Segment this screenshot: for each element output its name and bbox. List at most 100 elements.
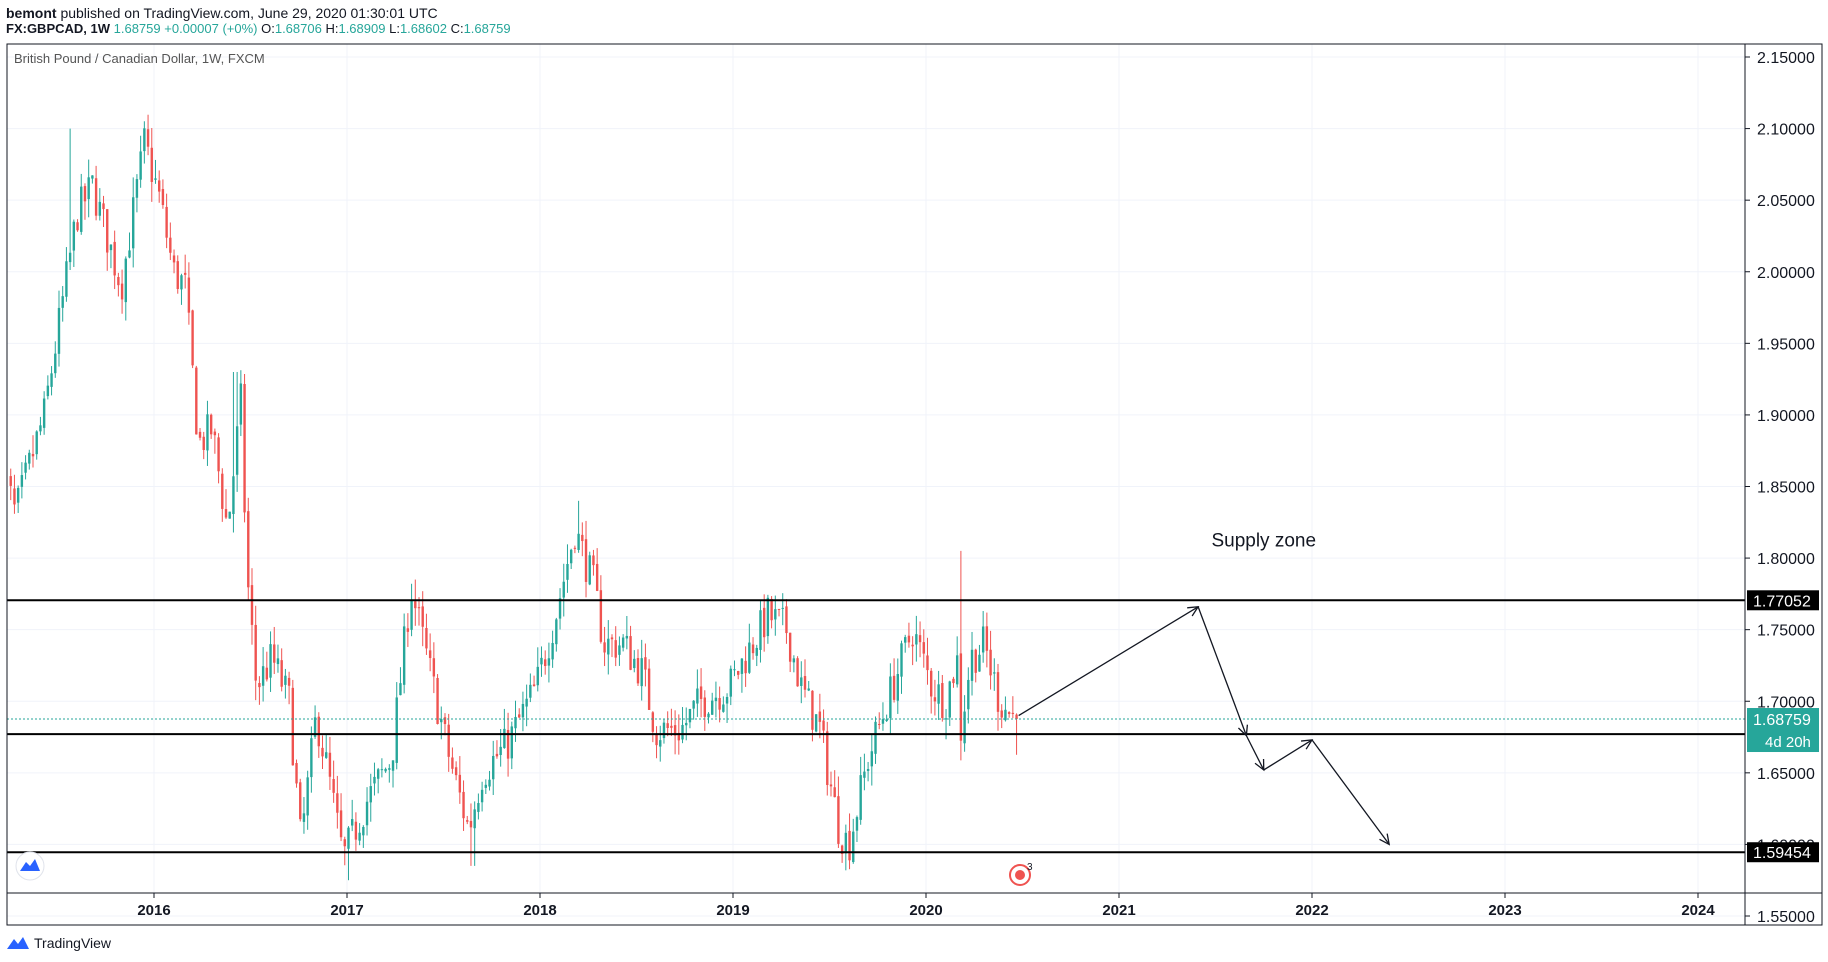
candle-body [629,636,632,670]
events-icon[interactable]: 3 [1009,862,1033,886]
projection-drawing[interactable] [1018,605,1391,846]
projection-segment[interactable] [1197,606,1247,736]
candle-body [711,700,714,715]
current-price-label: 1.68759 [1753,712,1811,729]
candle-body [35,431,38,455]
level-price-tag-label: 1.59454 [1753,845,1811,862]
candle [451,747,454,774]
low-label: L: [389,21,400,36]
candle-body [447,724,450,757]
candle-body [814,714,818,732]
candle [339,793,343,842]
candle [621,634,625,652]
candle-body [362,827,365,836]
candle-body [399,683,402,696]
candle [607,620,610,675]
candle [837,776,840,848]
candle [874,716,877,764]
candle [770,596,773,629]
candle [473,801,476,866]
x-tick-label: 2023 [1488,902,1521,919]
candle-body [1000,710,1003,718]
level-price-tag [1747,842,1819,863]
projection-arrowhead[interactable] [1187,605,1200,617]
candle-body [287,677,291,686]
projection-arrowhead[interactable] [1300,739,1314,750]
projection-segment[interactable] [1263,739,1313,771]
candle [113,230,116,290]
candle [306,770,309,830]
candle [232,371,235,533]
candle [881,702,885,731]
candle [989,630,992,690]
candle [291,679,295,766]
candle-body [109,244,113,251]
candle [35,430,38,460]
candle [258,676,261,705]
y-tick-label: 1.75000 [1757,623,1815,640]
candle [666,711,669,737]
candle [273,626,276,675]
candle-body [826,731,829,786]
candle-body [677,732,681,741]
candle-body [391,760,395,771]
tradingview-logo-icon[interactable] [6,935,30,951]
candle [9,468,12,501]
candle [61,286,64,322]
candle [358,823,361,846]
x-tick-label: 2024 [1681,902,1715,919]
projection-segment[interactable] [1018,606,1199,717]
price-axis[interactable]: 2.15000 2.10000 2.05000 2.00000 1.95000 1.900… [1745,50,1819,926]
publish-info: bemont published on TradingView.com, Jun… [6,5,438,21]
candle-body [577,533,580,550]
candle [120,269,124,314]
candle-body [128,250,131,258]
candle-body [488,779,491,787]
candle-body [963,711,966,744]
candle-body [443,717,447,725]
candle-body [65,261,68,297]
candle-body [235,426,239,475]
candle-body [250,585,254,625]
candle [57,290,61,367]
author-name[interactable]: bemont [6,5,57,21]
candle-body [584,539,588,582]
candle [959,550,963,761]
candle [172,249,176,274]
time-axis[interactable]: 2016 2017 2018 2019 2020 2021 2022 2023 2024 [137,893,1715,919]
candle [751,637,755,660]
candle-body [647,668,651,710]
candle [610,634,614,658]
tradingview-watermark-icon[interactable] [15,851,45,881]
candle [952,676,955,688]
candle [16,485,20,513]
candle [480,781,484,812]
candle [573,545,577,554]
candle [896,658,899,714]
candle [651,711,655,743]
candle [68,128,72,270]
close-value: 1.68759 [463,21,511,36]
candle [477,793,480,820]
candle [499,728,502,767]
candle [892,658,896,703]
candle [885,714,888,722]
candle-body [72,221,76,251]
candle-body [840,845,844,854]
candle-body [948,681,951,718]
candle [376,767,380,794]
projection-segment[interactable] [1311,739,1390,845]
candle [350,799,354,832]
candle-body [261,666,265,686]
candle [436,674,439,725]
projection-segment[interactable] [1245,735,1265,771]
candle [328,736,332,790]
candle [870,734,874,786]
candle-body [202,436,205,450]
projection-arrowhead[interactable] [1379,833,1391,846]
candle [488,770,491,791]
ohlc-legend: FX:GBPCAD, 1W 1.68759 +0.00007 (+0%) O:1… [6,21,511,36]
candle-body [299,782,302,820]
candle-body [1007,712,1011,715]
